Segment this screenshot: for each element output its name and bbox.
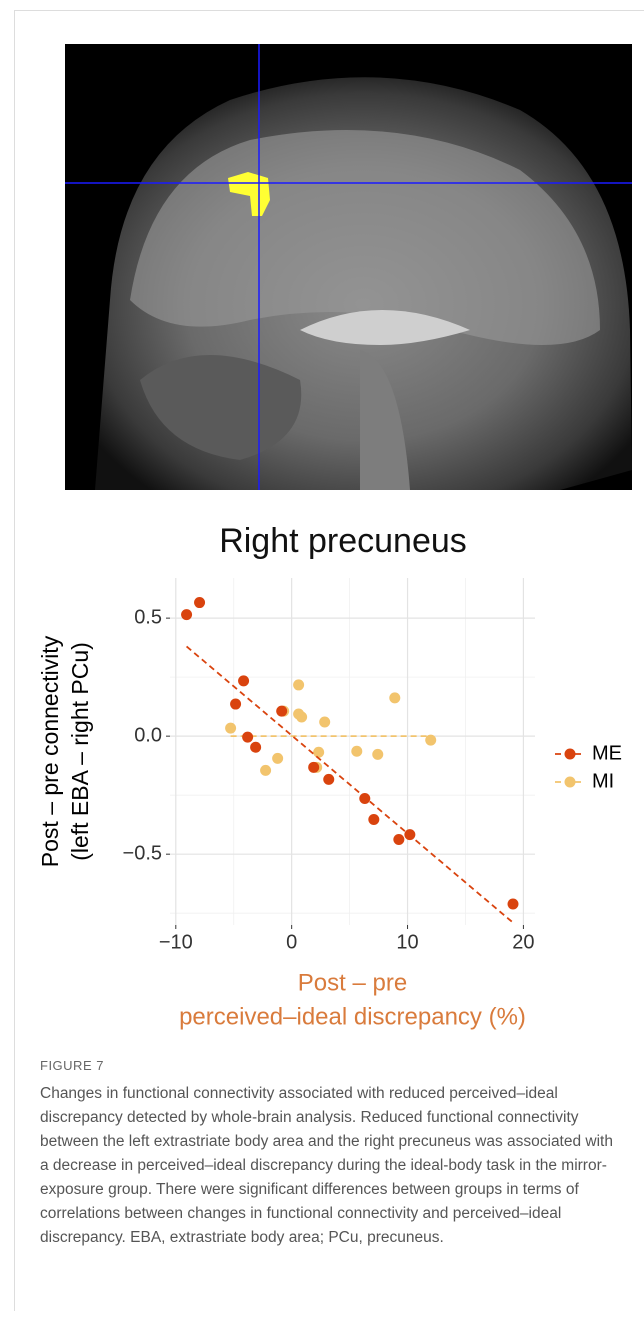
point: [181, 609, 193, 621]
point: [404, 829, 416, 841]
point: [323, 773, 335, 785]
point: [351, 745, 363, 757]
x-tick-label: 0: [286, 931, 297, 953]
corpus-callosum: [300, 310, 470, 345]
y-axis-title: Post – pre connectivity: [37, 635, 63, 867]
point: [242, 731, 254, 743]
chart: −10 0 10 20 −0.5 0.0 0.5 Post – pre connectivit…: [37, 578, 622, 1030]
frame: [14, 10, 644, 1311]
y-axis-title: (left EBA – right PCu): [67, 642, 93, 861]
legend-label: MI: [592, 770, 614, 792]
point: [225, 722, 237, 734]
x-axis-title: Post – pre: [298, 969, 407, 996]
y-tick-label: 0.0: [134, 724, 162, 746]
x-tick-label: 20: [512, 931, 534, 953]
x-axis-title: perceived–ideal discrepancy (%): [179, 1003, 526, 1030]
point: [293, 679, 305, 691]
y-tick-label: 0.5: [134, 606, 162, 628]
point: [313, 746, 325, 758]
point: [389, 692, 401, 704]
point: [230, 698, 242, 710]
point: [276, 705, 288, 717]
y-tick-label: −0.5: [123, 842, 162, 864]
point: [250, 741, 262, 753]
brain-image: Right precuneus: [65, 44, 632, 560]
point: [425, 734, 437, 746]
point: [308, 761, 320, 773]
point: [238, 675, 250, 687]
fit-line: [185, 645, 514, 924]
point: [296, 711, 308, 723]
point: [368, 813, 380, 825]
point: [393, 834, 405, 846]
legend-label: ME: [592, 742, 622, 764]
point: [272, 752, 284, 764]
brainstem: [360, 350, 410, 490]
figure-caption: Changes in functional connectivity assoc…: [40, 1085, 613, 1246]
cerebellum: [140, 355, 302, 460]
figure-label: FIGURE 7: [40, 1058, 104, 1073]
point: [194, 597, 206, 609]
x-tick-label: 10: [396, 931, 418, 953]
point: [359, 792, 371, 804]
point: [372, 748, 384, 760]
x-tick-label: −10: [159, 931, 193, 953]
legend-key-point: [564, 776, 576, 788]
image-title: Right precuneus: [219, 522, 467, 560]
point: [260, 764, 272, 776]
point: [319, 716, 331, 728]
legend-key-point: [564, 748, 576, 760]
point: [507, 898, 519, 910]
